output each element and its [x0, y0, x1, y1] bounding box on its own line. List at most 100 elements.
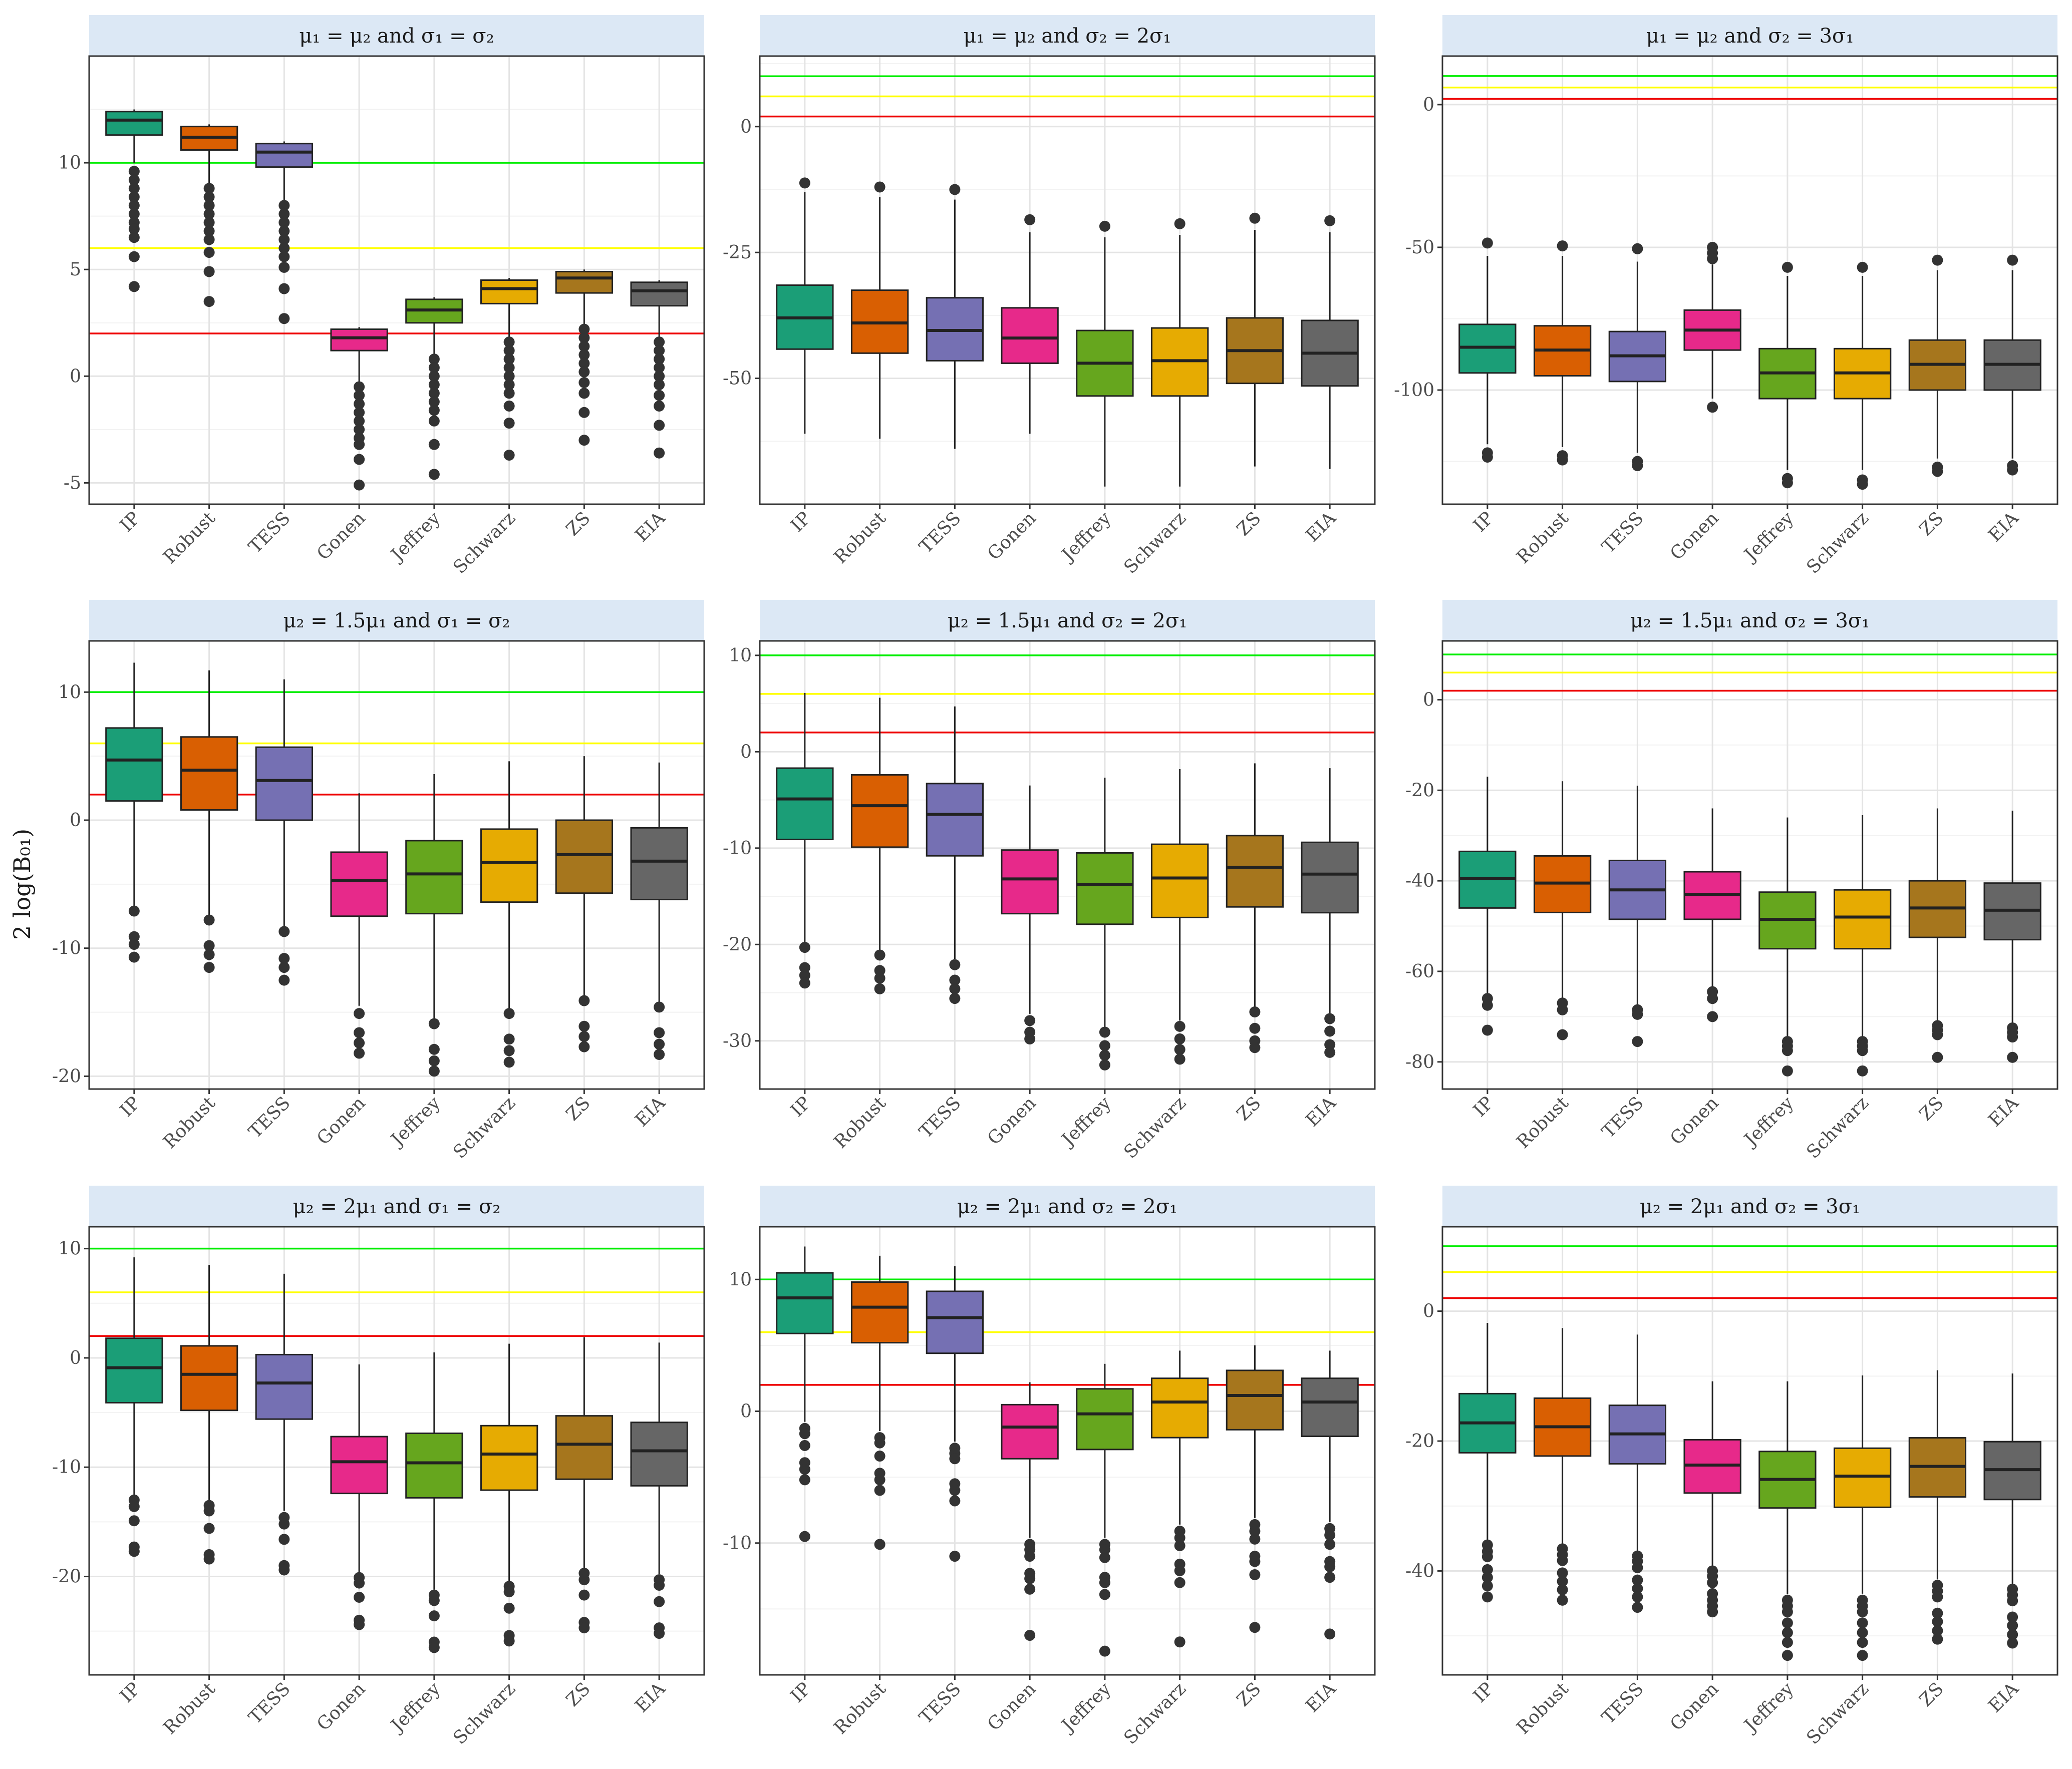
outlier-point: [1482, 999, 1493, 1011]
box-robust: [850, 181, 909, 439]
box-body: [630, 1422, 688, 1487]
outlier-point: [1932, 1616, 1943, 1627]
box-jeffrey: [1076, 1363, 1134, 1657]
outlier-point: [1782, 1650, 1793, 1661]
box-jeffrey: [1758, 817, 1817, 1077]
outlier-point: [949, 983, 961, 994]
box-zs: [1226, 763, 1284, 1053]
outlier-point: [1174, 218, 1186, 229]
outlier-point: [278, 242, 290, 254]
outlier-point: [799, 1474, 810, 1486]
box-ip: [1458, 777, 1517, 1036]
box-gonen: [330, 1364, 388, 1630]
outlier-point: [1099, 1049, 1110, 1061]
outlier-point: [128, 931, 140, 942]
box-body: [926, 1290, 984, 1354]
outlier-point: [654, 420, 665, 431]
outlier-point: [354, 1037, 365, 1048]
outlier-point: [1249, 1022, 1261, 1034]
outlier-point: [428, 379, 440, 391]
box-gonen: [1683, 241, 1741, 413]
panel-title: μ₂ = 2μ₁ and σ₂ = 2σ₁: [957, 1195, 1177, 1218]
y-tick-label: -10: [723, 1533, 752, 1554]
box-body: [1150, 1377, 1209, 1439]
outlier-point: [1174, 1053, 1186, 1065]
panel-border: [1441, 1226, 2058, 1676]
outlier-point: [949, 1453, 961, 1465]
outlier-point: [578, 323, 590, 335]
outlier-point: [1857, 1065, 1868, 1077]
outlier-point: [278, 217, 290, 228]
outlier-point: [1632, 243, 1643, 254]
panel-strip: [89, 15, 704, 56]
box-tess: [926, 706, 984, 1004]
outlier-point: [578, 1031, 590, 1042]
box-schwarz: [1833, 261, 1892, 490]
outlier-point: [949, 1551, 961, 1562]
outlier-point: [428, 371, 440, 382]
y-tick-label: -50: [723, 369, 752, 389]
box-schwarz: [1833, 1375, 1892, 1661]
panel-border: [88, 640, 705, 1090]
y-tick-label: 10: [58, 1239, 81, 1259]
y-tick-label: 10: [729, 1269, 752, 1290]
box-body: [850, 1281, 909, 1344]
outlier-point: [503, 418, 515, 429]
plot-area: [760, 56, 1375, 504]
box-body: [1833, 889, 1892, 950]
outlier-point: [578, 349, 590, 361]
y-tick-label: -10: [723, 838, 752, 859]
box-eia: [1301, 768, 1359, 1058]
outlier-point: [799, 1428, 810, 1440]
panel-title: μ₂ = 2μ₁ and σ₁ = σ₂: [293, 1195, 501, 1218]
outlier-point: [578, 407, 590, 418]
panel-border: [88, 1226, 705, 1676]
outlier-point: [203, 200, 215, 211]
outlier-point: [578, 388, 590, 399]
outlier-point: [1782, 1606, 1793, 1618]
outlier-point: [354, 1027, 365, 1038]
box-eia: [1301, 215, 1359, 469]
outlier-point: [578, 377, 590, 389]
outlier-point: [1174, 1044, 1186, 1055]
outlier-point: [1099, 1645, 1110, 1657]
outlier-point: [278, 926, 290, 937]
box-eia: [630, 1342, 688, 1639]
box-tess: [926, 1266, 984, 1562]
outlier-point: [578, 358, 590, 369]
box-tess: [1608, 786, 1667, 1047]
box-gonen: [1001, 214, 1059, 434]
outlier-point: [578, 435, 590, 446]
box-body: [255, 1353, 314, 1420]
outlier-point: [278, 225, 290, 237]
outlier-point: [128, 251, 140, 262]
y-tick-label: 0: [1423, 690, 1434, 711]
box-gonen: [330, 793, 388, 1059]
box-jeffrey: [405, 774, 463, 1077]
outlier-point: [1707, 1577, 1718, 1588]
outlier-point: [354, 439, 365, 450]
panel-border: [1441, 55, 2058, 505]
outlier-point: [1249, 1042, 1261, 1053]
outlier-point: [354, 390, 365, 401]
y-tick-label: -80: [1405, 1052, 1434, 1073]
outlier-point: [1632, 1591, 1643, 1603]
outlier-point: [128, 174, 140, 186]
outlier-point: [654, 1596, 665, 1607]
y-tick-label: -20: [52, 1066, 81, 1087]
outlier-point: [874, 1451, 885, 1462]
outlier-point: [354, 1592, 365, 1603]
outlier-point: [578, 340, 590, 352]
panel-title: μ₂ = 1.5μ₁ and σ₂ = 3σ₁: [1630, 609, 1870, 632]
box-body: [630, 281, 688, 307]
outlier-point: [654, 362, 665, 374]
outlier-point: [1324, 1013, 1336, 1024]
y-tick-label: -10: [52, 1457, 81, 1478]
outlier-point: [203, 183, 215, 194]
box-tess: [255, 679, 314, 986]
box-body: [776, 1272, 834, 1334]
outlier-point: [1932, 254, 1943, 266]
y-tick-label: -30: [723, 1031, 752, 1051]
outlier-point: [128, 939, 140, 950]
outlier-point: [799, 1440, 810, 1451]
